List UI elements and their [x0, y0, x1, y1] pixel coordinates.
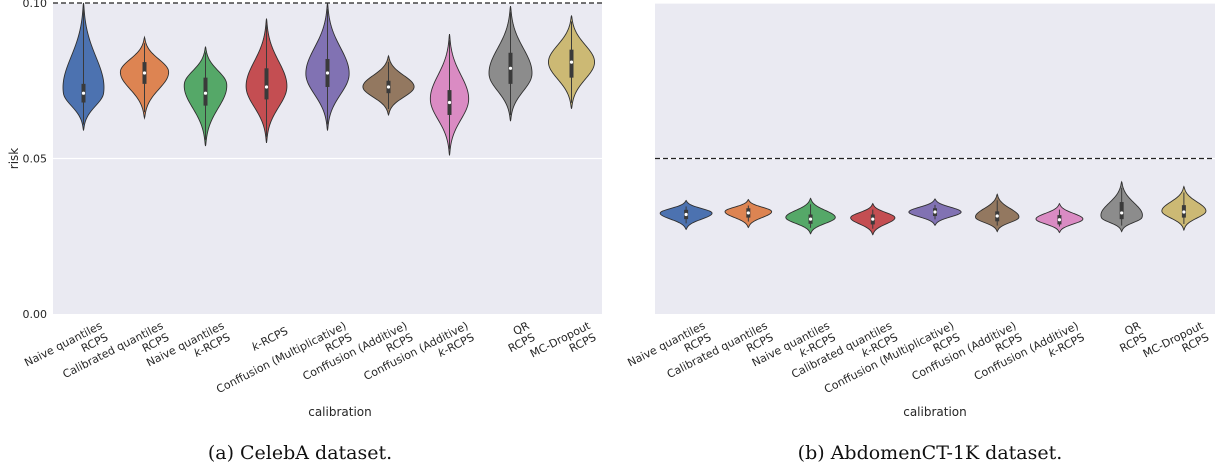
- median-marker-5: [933, 210, 937, 214]
- median-marker-8: [508, 66, 513, 70]
- x-axis-label: calibration: [308, 405, 372, 419]
- caption: (a) CelebA dataset.: [208, 442, 392, 464]
- median-marker-4: [871, 217, 875, 221]
- median-marker-7: [447, 100, 452, 105]
- median-marker-2: [746, 211, 750, 215]
- x-tick-label: Conffusion (Additive)k-RCPS: [362, 319, 477, 395]
- median-marker-3: [808, 217, 813, 221]
- y-tick-label: 0.00: [23, 308, 48, 321]
- y-tick-label: 0.05: [23, 153, 48, 166]
- x-tick-label: MC-DropoutRCPS: [528, 319, 599, 372]
- median-marker-8: [1120, 211, 1124, 215]
- x-tick-label: MC-DropoutRCPS: [1141, 319, 1212, 372]
- median-marker-6: [386, 85, 391, 89]
- caption: (b) AbdomenCT-1K dataset.: [798, 442, 1063, 464]
- median-marker-6: [995, 214, 999, 218]
- median-marker-5: [325, 71, 330, 75]
- median-marker-4: [264, 85, 269, 89]
- median-marker-3: [203, 91, 208, 95]
- y-axis-label: risk: [7, 148, 21, 170]
- median-marker-9: [1182, 210, 1186, 214]
- median-marker-1: [81, 91, 86, 95]
- median-marker-9: [569, 60, 574, 64]
- median-marker-7: [1057, 218, 1062, 222]
- median-marker-2: [142, 71, 147, 75]
- x-axis-label: calibration: [903, 405, 967, 419]
- median-marker-1: [684, 212, 688, 217]
- y-tick-label: 0.10: [23, 0, 48, 10]
